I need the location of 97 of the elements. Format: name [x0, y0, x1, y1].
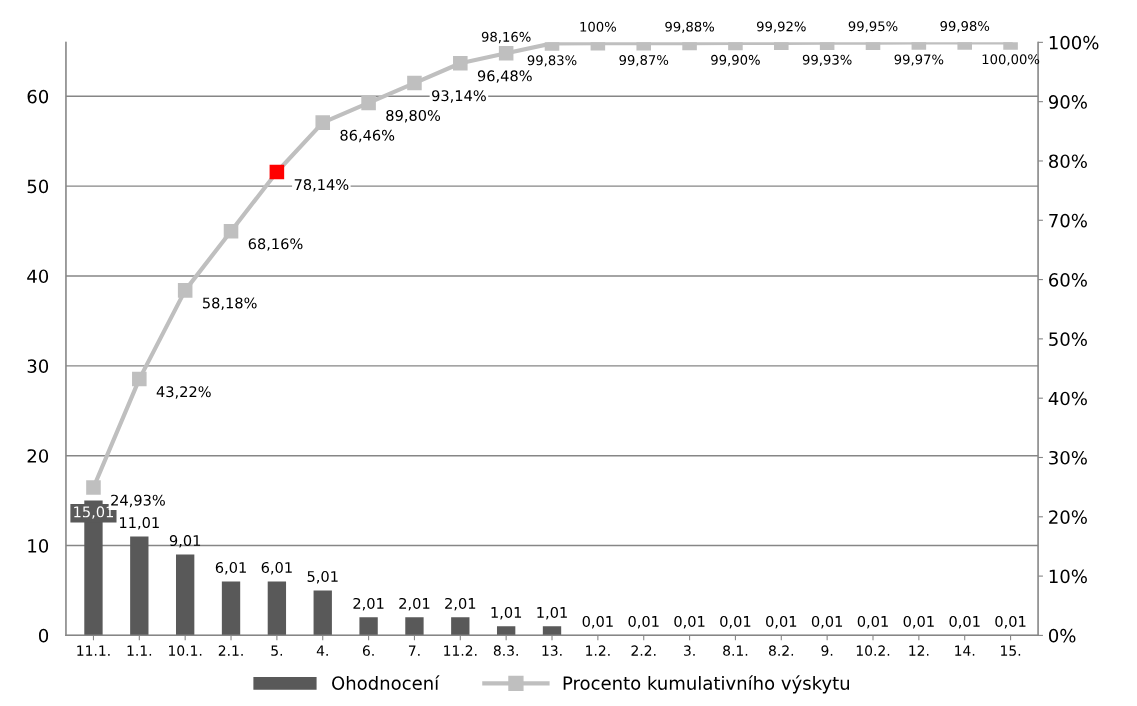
data-label: 100,00%: [982, 54, 1040, 66]
x-tick-label: 8.3.: [493, 645, 518, 656]
y-tick-label: 40: [27, 269, 49, 284]
data-label: 0,01: [628, 615, 659, 629]
bar: [130, 536, 149, 636]
y2-tick-label: 30%: [1049, 450, 1087, 465]
data-label: 0,01: [857, 615, 888, 629]
data-label: 2,01: [399, 597, 430, 611]
data-label: 99,83%: [527, 55, 577, 67]
y2-tick-label: 70%: [1049, 213, 1087, 228]
x-tick-label: 15.: [1001, 645, 1021, 656]
data-label: 0,01: [582, 615, 613, 629]
data-label: 0,01: [674, 615, 705, 629]
data-label: 99,87%: [619, 55, 669, 67]
data-label: 99,88%: [665, 21, 715, 33]
data-label: 100%: [580, 21, 616, 32]
y2-tick-label: 100%: [1049, 35, 1099, 50]
data-label: 0,01: [766, 615, 797, 629]
x-tick-label: 12.: [909, 645, 929, 656]
y2-tick-label: 40%: [1048, 391, 1087, 406]
bar: [221, 581, 241, 636]
data-label: 99,95%: [848, 21, 898, 33]
y2-tick-label: 0%: [1048, 628, 1076, 643]
bar: [267, 581, 287, 636]
point: [132, 371, 147, 387]
data-label: 0,01: [811, 615, 843, 629]
x-tick-label: 10.1.: [169, 645, 202, 656]
data-label: 1,01: [491, 606, 522, 620]
x-tick-label: 7.: [408, 645, 420, 656]
bar: [176, 554, 195, 636]
x-tick-label: 13.: [542, 645, 562, 656]
data-label: 99,90%: [711, 54, 760, 67]
point: [86, 480, 101, 495]
x-tick-label: 1.1.: [127, 645, 152, 656]
point: [177, 283, 193, 298]
data-label: 6,01: [261, 561, 292, 575]
y2-tick-label: 90%: [1048, 95, 1087, 109]
x-tick-label: 8.2.: [768, 645, 794, 656]
bar: [451, 617, 470, 636]
x-tick-label: 11.1.: [77, 645, 110, 656]
x-tick-label: 5.: [271, 645, 283, 656]
bar: [542, 626, 562, 636]
data-label: 58,18%: [202, 297, 257, 310]
data-label: 24,93%: [111, 494, 165, 508]
data-label: 0,01: [949, 615, 980, 629]
data-label: 99,97%: [894, 54, 944, 66]
y2-tick-label: 80%: [1049, 154, 1087, 169]
data-label: 11,01: [120, 517, 159, 530]
data-label: 99,98%: [940, 21, 990, 33]
data-label: 0,01: [903, 615, 934, 629]
bar: [313, 590, 332, 636]
y2-tick-label: 20%: [1049, 510, 1087, 524]
bar: [359, 617, 378, 636]
y2-tick-label: 60%: [1049, 273, 1087, 287]
data-label: 99,93%: [802, 54, 852, 67]
x-tick-label: 8.1.: [723, 645, 748, 656]
point: [269, 164, 285, 180]
y-tick-label: 20: [27, 449, 49, 463]
y-tick-label: 30: [27, 359, 49, 373]
x-tick-label: 11.2.: [444, 645, 477, 656]
x-tick-label: 2.1.: [218, 645, 243, 656]
data-label: 78,14%: [294, 179, 349, 192]
x-tick-label: 9.: [821, 645, 833, 656]
y-tick-label: 10: [28, 539, 49, 553]
x-tick-label: 3.: [684, 645, 695, 656]
data-label: 68,16%: [248, 238, 303, 251]
y2-tick-label: 10%: [1049, 569, 1087, 584]
x-tick-label: 10.2.: [856, 645, 890, 656]
data-label: 2,01: [445, 597, 476, 611]
x-tick-label: 6.: [362, 645, 374, 656]
x-tick-label: 14.: [955, 645, 975, 656]
data-label: 6,01: [215, 561, 246, 575]
x-tick-label: 4.: [316, 645, 328, 656]
x-tick-label: 1.2.: [586, 645, 610, 656]
data-label: 93,14%: [432, 90, 486, 103]
point: [223, 223, 239, 239]
x-tick-label: 2.2.: [631, 645, 656, 656]
y2-tick-label: 50%: [1049, 332, 1087, 346]
data-label: 9,01: [169, 535, 201, 548]
y-tick-label: 60: [27, 89, 49, 104]
data-label: 89,80%: [386, 109, 441, 123]
legend-label: Ohodnocení: [332, 675, 440, 690]
data-label: 0,01: [720, 615, 751, 629]
bar: [496, 626, 516, 636]
data-label: 99,92%: [756, 21, 806, 33]
y-tick-label: 50: [27, 179, 49, 194]
data-label: 1,01: [537, 606, 567, 620]
data-label: 5,01: [307, 570, 338, 584]
data-label: 2,01: [353, 597, 384, 611]
bar: [405, 617, 424, 636]
legend-label: Procento kumulativního výskytu: [563, 675, 849, 694]
data-label: 0,01: [995, 615, 1026, 629]
y-tick-label: 0: [38, 628, 49, 643]
data-label: 43,22%: [156, 386, 211, 399]
data-label: 98,16%: [481, 31, 531, 44]
data-label: 86,46%: [340, 129, 395, 143]
data-label: 96,48%: [477, 70, 532, 83]
